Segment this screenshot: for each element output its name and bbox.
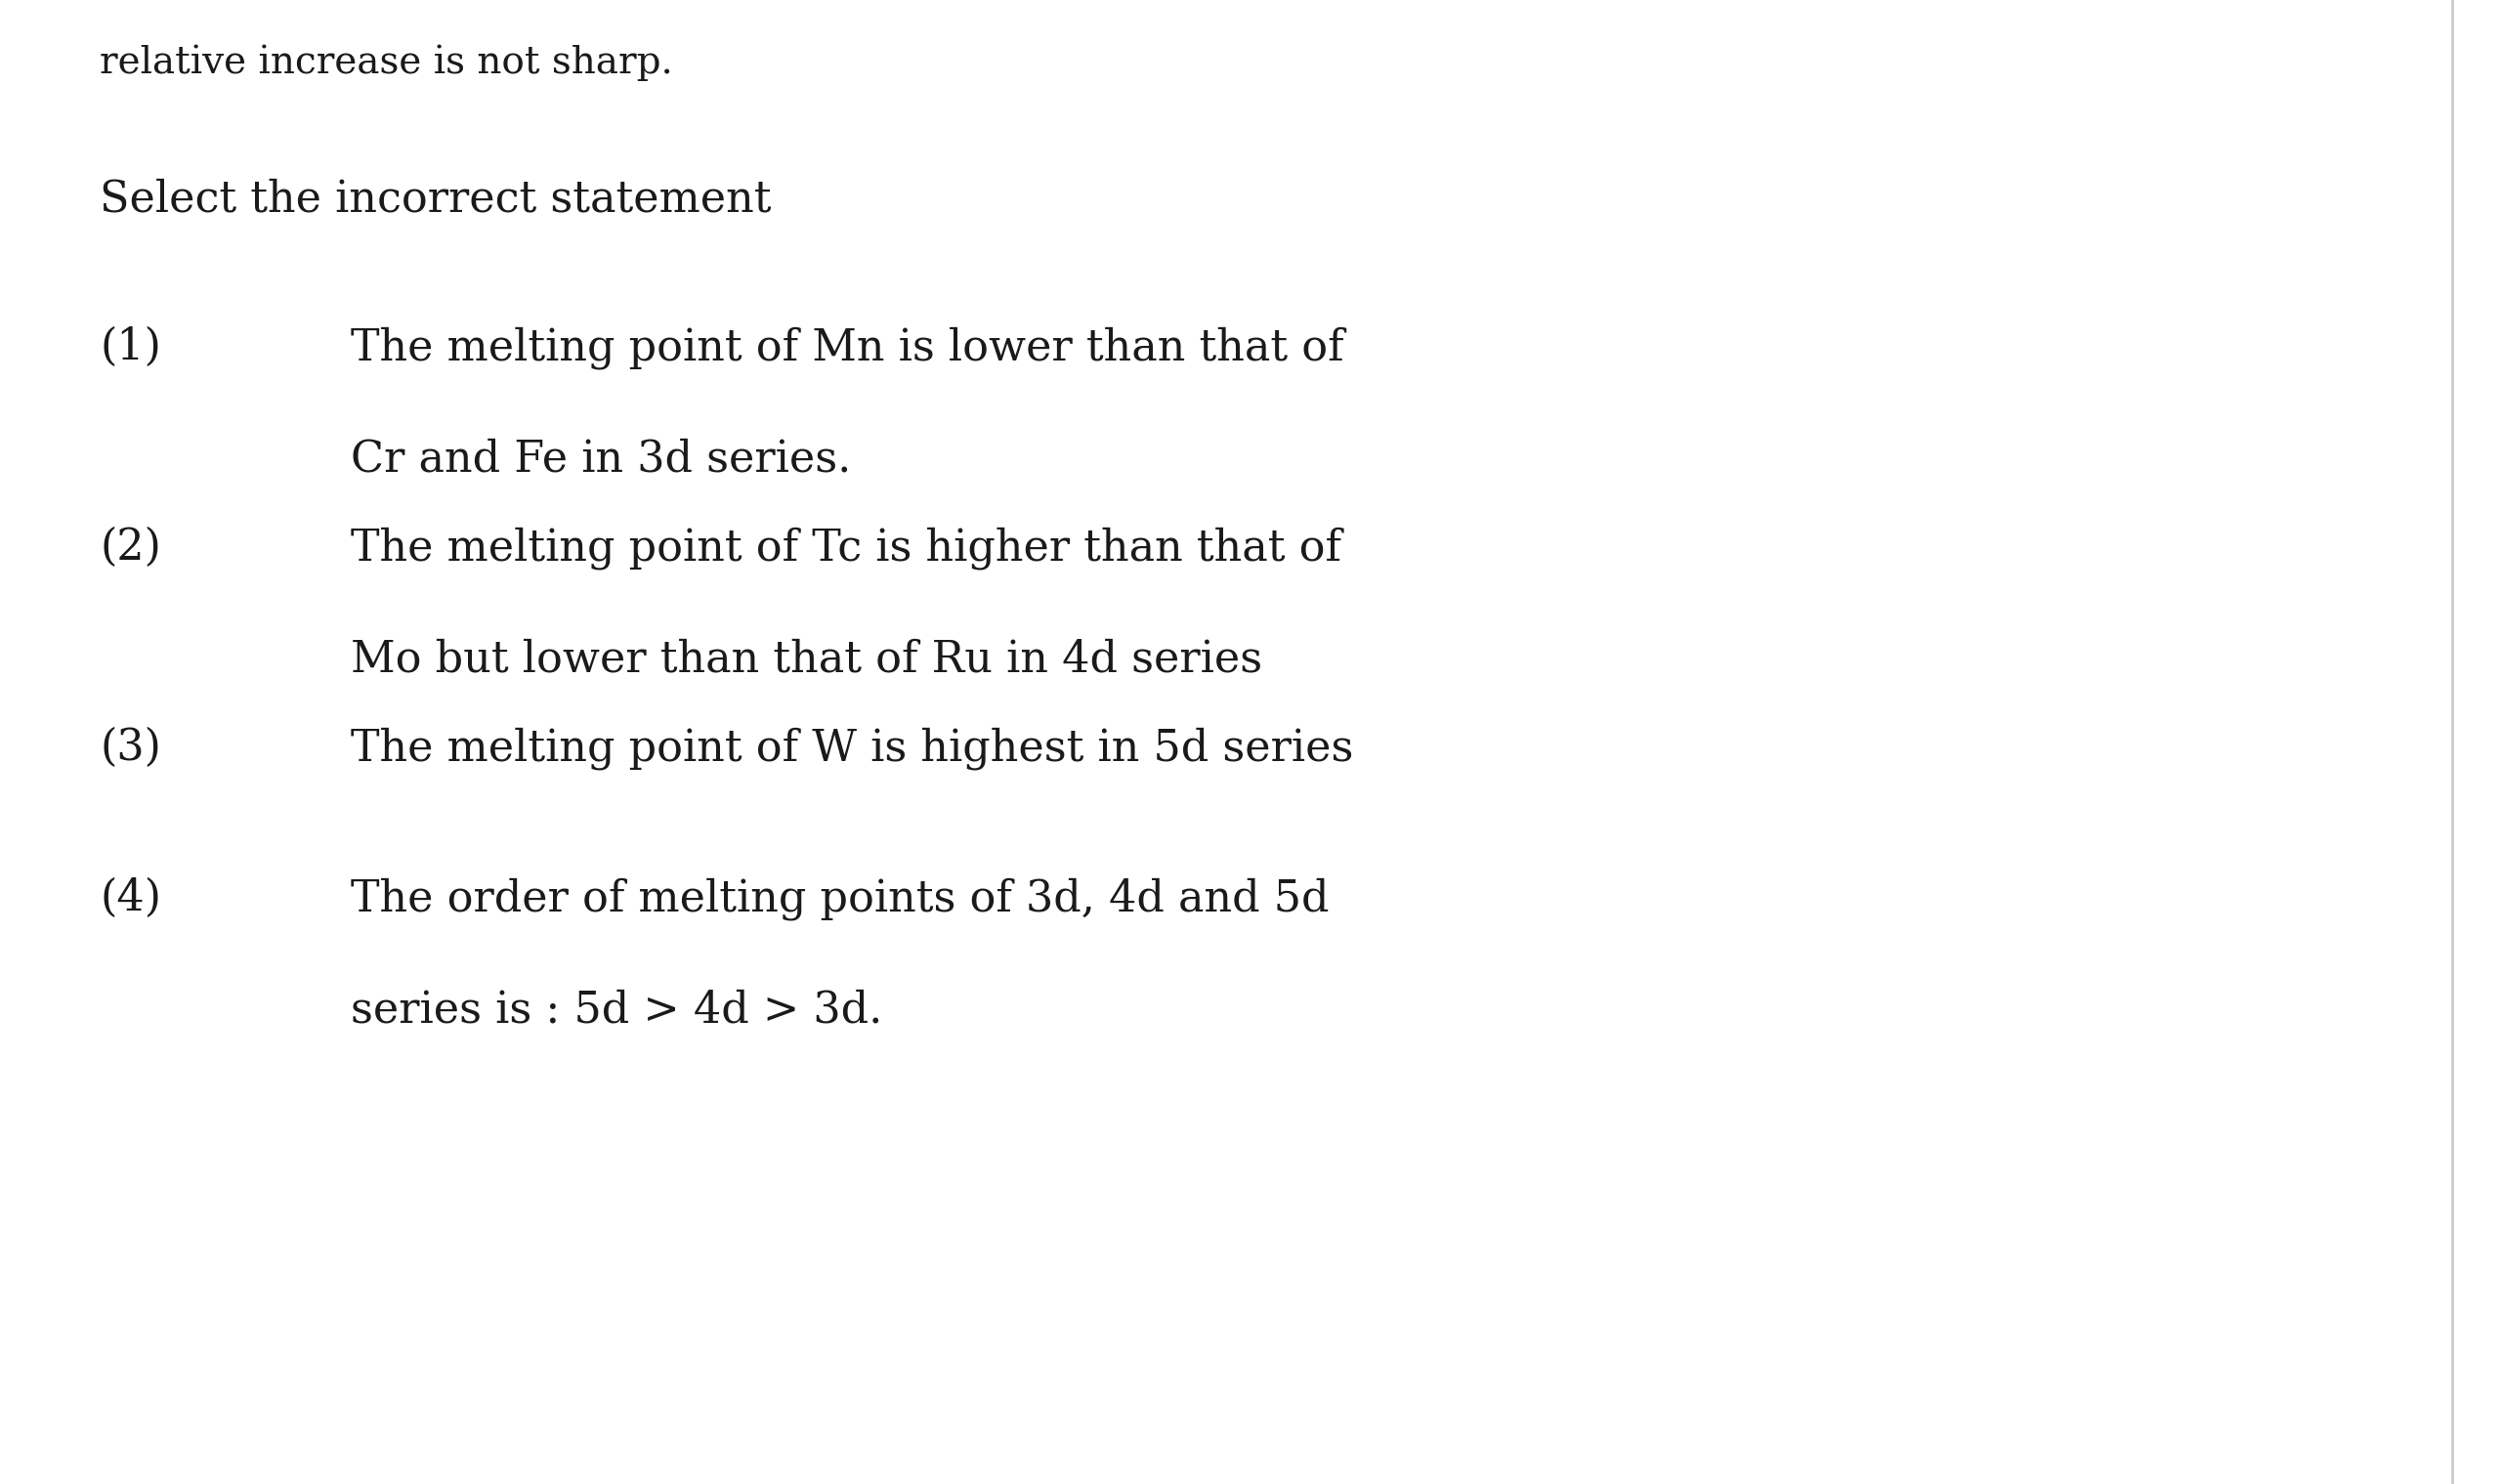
Text: relative increase is not sharp.: relative increase is not sharp. xyxy=(100,45,673,82)
Text: series is : 5d > 4d > 3d.: series is : 5d > 4d > 3d. xyxy=(350,988,883,1031)
Text: (3): (3) xyxy=(100,727,163,769)
Text: (1): (1) xyxy=(100,326,163,368)
Text: Mo but lower than that of Ru in 4d series: Mo but lower than that of Ru in 4d serie… xyxy=(350,638,1261,680)
Text: The melting point of W is highest in 5d series: The melting point of W is highest in 5d … xyxy=(350,727,1354,770)
Text: (4): (4) xyxy=(100,877,163,920)
Text: (2): (2) xyxy=(100,527,163,568)
Text: The melting point of Mn is lower than that of: The melting point of Mn is lower than th… xyxy=(350,326,1344,370)
Text: Cr and Fe in 3d series.: Cr and Fe in 3d series. xyxy=(350,438,851,479)
Text: Select the incorrect statement: Select the incorrect statement xyxy=(100,178,771,220)
Text: The order of melting points of 3d, 4d and 5d: The order of melting points of 3d, 4d an… xyxy=(350,877,1329,920)
Text: The melting point of Tc is higher than that of: The melting point of Tc is higher than t… xyxy=(350,527,1341,570)
